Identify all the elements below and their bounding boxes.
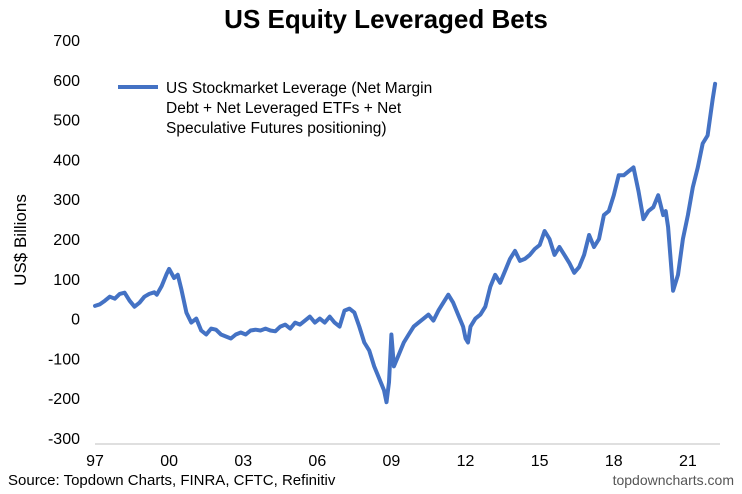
x-axis-ticks: 97 00 03 06 09 12 15 18 21 [86, 453, 697, 470]
legend-label-line-2: Debt + Net Leveraged ETFs + Net [166, 100, 402, 117]
y-tick-label: 100 [53, 272, 80, 289]
x-tick-label: 09 [383, 453, 401, 470]
x-tick-label: 21 [679, 453, 697, 470]
x-tick-label: 18 [605, 453, 623, 470]
watermark: topdowncharts.com [613, 472, 734, 488]
x-tick-label: 12 [457, 453, 475, 470]
chart-title: US Equity Leveraged Bets [224, 4, 548, 34]
y-tick-label: -100 [48, 351, 80, 368]
y-tick-label: 300 [53, 192, 80, 209]
source-note: Source: Topdown Charts, FINRA, CFTC, Ref… [8, 472, 336, 489]
legend-label-line-3: Speculative Futures positioning) [166, 120, 387, 137]
y-tick-label: 500 [53, 113, 80, 130]
x-tick-label: 06 [308, 453, 326, 470]
y-tick-label: 0 [71, 312, 80, 329]
y-tick-label: 200 [53, 232, 80, 249]
series-line-stockmarket-leverage [93, 81, 718, 405]
x-tick-label: 97 [86, 453, 104, 470]
y-axis-label: US$ Billions [11, 194, 30, 286]
y-tick-label: 600 [53, 73, 80, 90]
y-tick-label: 700 [53, 33, 80, 50]
y-tick-label: -200 [48, 391, 80, 408]
x-tick-label: 15 [531, 453, 549, 470]
legend: US Stockmarket Leverage (Net Margin Debt… [118, 80, 432, 137]
x-tick-label: 03 [234, 453, 252, 470]
y-axis-ticks: -300 -200 -100 0 100 200 300 400 500 600 700 [48, 33, 80, 448]
x-tick-label: 00 [160, 453, 178, 470]
legend-label-line-1: US Stockmarket Leverage (Net Margin [166, 80, 432, 97]
y-tick-label: -300 [48, 431, 80, 448]
y-tick-label: 400 [53, 152, 80, 169]
